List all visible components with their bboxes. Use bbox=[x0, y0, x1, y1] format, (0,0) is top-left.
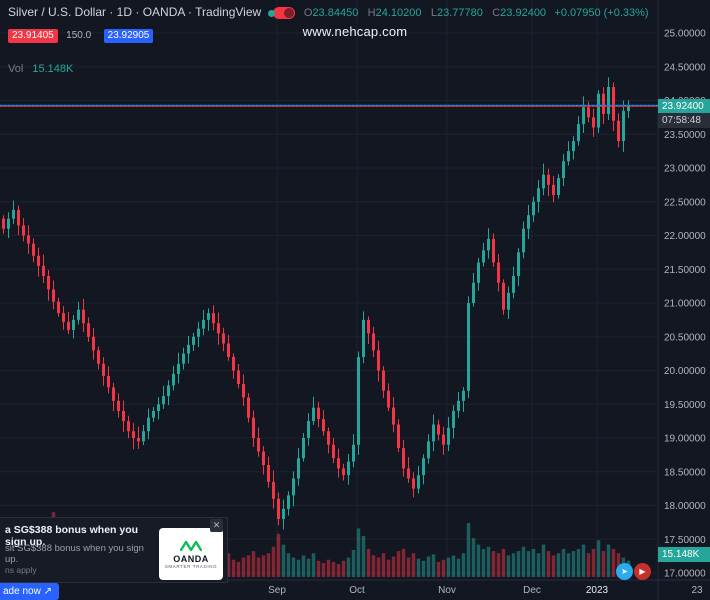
ad-terms: ns apply bbox=[5, 565, 37, 575]
svg-text:21.00000: 21.00000 bbox=[664, 299, 706, 310]
price-line-label-red[interactable]: 23.91405 bbox=[8, 29, 58, 43]
ad-subtext: sit SG$388 bonus when you sign up. bbox=[5, 543, 144, 565]
symbol-legend: Silver / U.S. Dollar · 1D · OANDA · Trad… bbox=[8, 5, 649, 19]
external-link-icon: ↗ bbox=[43, 586, 52, 597]
volume-study-value: 15.148K bbox=[32, 63, 74, 75]
oanda-logo-icon bbox=[180, 540, 202, 551]
last-volume-badge: 15.148K bbox=[658, 547, 710, 562]
svg-text:23: 23 bbox=[691, 585, 703, 596]
svg-text:2023: 2023 bbox=[586, 585, 609, 596]
svg-text:23.00000: 23.00000 bbox=[664, 164, 706, 175]
svg-text:Dec: Dec bbox=[523, 585, 541, 596]
market-open-dot bbox=[267, 9, 275, 17]
low-label: L bbox=[430, 7, 437, 19]
ad-headline: a SG$388 bonus when you sign up. bbox=[5, 524, 139, 548]
high-value: 24.10200 bbox=[375, 7, 422, 19]
low-value: 23.77780 bbox=[436, 7, 483, 19]
price-line-label-blue[interactable]: 23.92905 bbox=[103, 29, 154, 43]
svg-text:20.00000: 20.00000 bbox=[664, 366, 706, 377]
svg-text:21.50000: 21.50000 bbox=[664, 265, 706, 276]
svg-text:24.50000: 24.50000 bbox=[664, 62, 706, 73]
open-label: O bbox=[303, 7, 313, 19]
oanda-brand-tagline: SMARTER TRADING bbox=[164, 563, 218, 569]
svg-text:Sep: Sep bbox=[268, 585, 286, 596]
market-status-toggle[interactable] bbox=[267, 6, 295, 19]
time-axis[interactable]: Sep Oct Nov Dec 2023 23 bbox=[268, 585, 703, 596]
svg-text:Oct: Oct bbox=[349, 585, 365, 596]
svg-text:Nov: Nov bbox=[438, 585, 456, 596]
symbol-title[interactable]: Silver / U.S. Dollar · 1D · OANDA · Trad… bbox=[8, 5, 262, 19]
indicator-param: 150.0 bbox=[66, 30, 92, 41]
svg-text:19.50000: 19.50000 bbox=[664, 400, 706, 411]
play-icon: ▶ bbox=[639, 567, 646, 576]
close-label: C bbox=[492, 7, 501, 19]
svg-text:22.00000: 22.00000 bbox=[664, 231, 706, 242]
svg-text:23.50000: 23.50000 bbox=[664, 130, 706, 141]
bar-countdown-badge: 07:58:48 bbox=[658, 113, 710, 128]
svg-text:17.00000: 17.00000 bbox=[664, 569, 706, 580]
svg-text:20.50000: 20.50000 bbox=[664, 332, 706, 343]
change-value: +0.07950 (+0.33%) bbox=[554, 7, 649, 19]
oanda-brand-name: OANDA bbox=[173, 553, 209, 564]
svg-text:19.00000: 19.00000 bbox=[664, 434, 706, 445]
close-icon[interactable]: ✕ bbox=[210, 519, 223, 532]
candles-layer bbox=[2, 77, 630, 530]
svg-text:18.00000: 18.00000 bbox=[664, 501, 706, 512]
svg-text:22.50000: 22.50000 bbox=[664, 197, 706, 208]
ad-banner: a SG$388 bonus when you sign up. sit SG$… bbox=[0, 517, 228, 583]
youtube-badge[interactable]: ▶ bbox=[634, 563, 651, 580]
telegram-badge[interactable]: ➤ bbox=[616, 563, 633, 580]
svg-text:18.50000: 18.50000 bbox=[664, 467, 706, 478]
trade-now-button[interactable]: ade now ↗ bbox=[0, 583, 59, 600]
toggle-dot bbox=[283, 7, 294, 18]
trade-now-label: ade now bbox=[3, 586, 41, 597]
svg-text:17.50000: 17.50000 bbox=[664, 535, 706, 546]
last-price-badge: 23.92400 bbox=[658, 99, 710, 114]
volume-study-label: Vol bbox=[8, 63, 24, 75]
close-value: 23.92400 bbox=[500, 7, 547, 19]
volume-legend[interactable]: Vol 15.148K bbox=[8, 63, 73, 75]
watermark-text: www.nehcap.com bbox=[302, 24, 408, 39]
price-lines-layer bbox=[0, 104, 658, 107]
svg-text:25.00000: 25.00000 bbox=[664, 29, 706, 40]
paper-plane-icon: ➤ bbox=[621, 567, 628, 576]
indicator-legend: 23.91405 150.0 23.92905 bbox=[8, 25, 154, 43]
high-label: H bbox=[367, 7, 376, 19]
oanda-card[interactable]: OANDA SMARTER TRADING bbox=[159, 528, 223, 580]
open-value: 23.84450 bbox=[312, 7, 359, 19]
